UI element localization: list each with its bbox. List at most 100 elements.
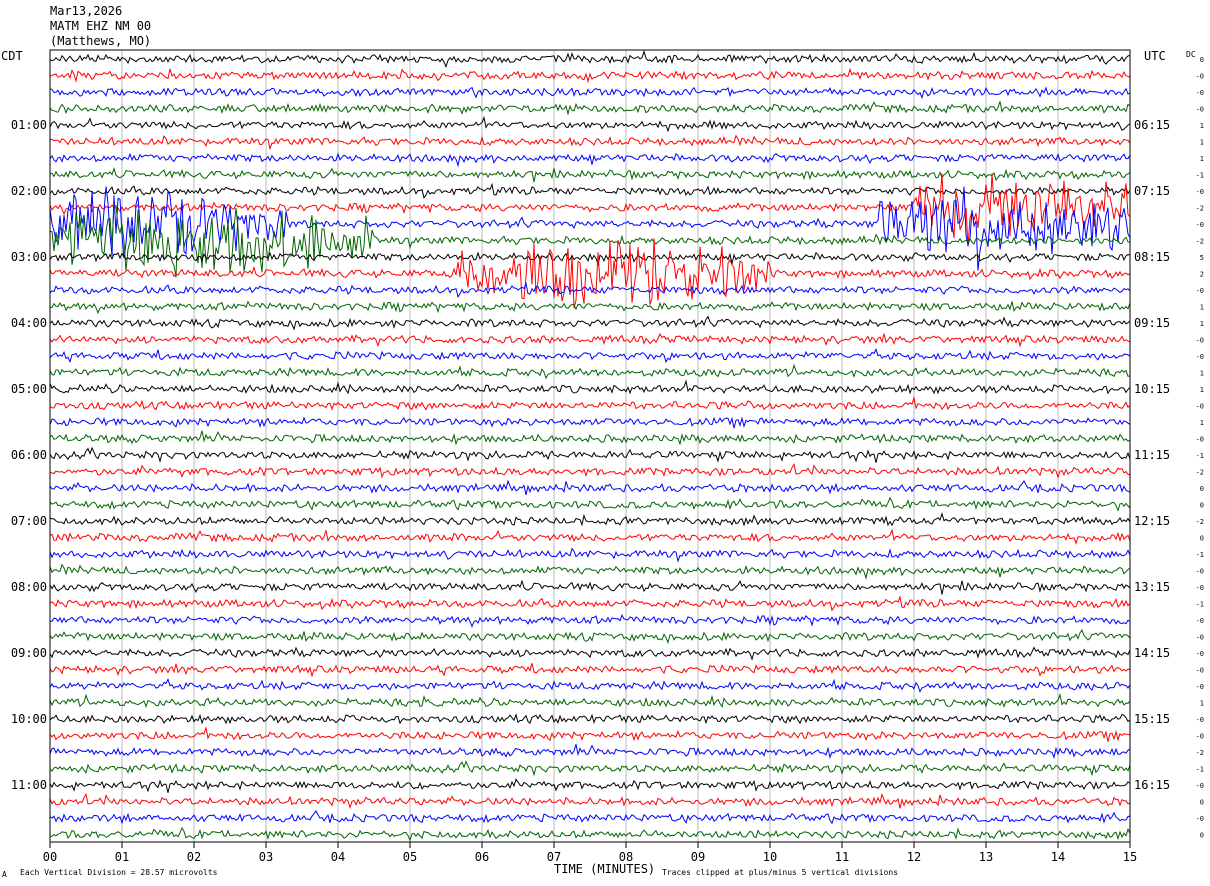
dc-offset-label: 0 (1200, 56, 1204, 64)
seismic-trace (49, 430, 1131, 446)
dc-offset-label: 0 (1200, 535, 1204, 543)
right-timezone-label: UTC (1144, 49, 1166, 63)
dc-offset-label: 1 (1200, 419, 1204, 427)
dc-offset-label: -1 (1196, 551, 1204, 559)
station-location: (Matthews, MO) (50, 34, 152, 48)
x-tick-label: 14 (1051, 850, 1065, 864)
dc-offset-label: 1 (1200, 370, 1204, 378)
seismic-trace (49, 462, 1131, 480)
dc-offset-label: -1 (1196, 452, 1204, 460)
left-hour-label: 10:00 (11, 712, 47, 726)
seismic-trace (49, 281, 1131, 299)
dc-offset-label: 1 (1200, 139, 1204, 147)
seismic-trace (49, 86, 1131, 100)
seismic-trace (49, 778, 1131, 793)
seismic-trace (49, 186, 1131, 271)
seismic-trace (49, 511, 1131, 527)
dc-offset-label: -0 (1196, 221, 1204, 229)
seismic-trace (49, 101, 1131, 116)
left-hour-label: 07:00 (11, 514, 47, 528)
dc-offset-header: DC (1186, 50, 1196, 59)
dc-offset-label: -2 (1196, 469, 1204, 477)
dc-offset-label: -0 (1196, 782, 1204, 790)
seismic-trace (49, 613, 1131, 628)
seismic-trace (49, 182, 1131, 200)
dc-offset-label: -0 (1196, 683, 1204, 691)
seismic-trace (49, 744, 1131, 760)
record-date: Mar13,2026 (50, 4, 123, 18)
dc-offset-label: 0 (1200, 832, 1204, 840)
x-tick-label: 07 (547, 850, 561, 864)
dc-offset-label: 1 (1200, 700, 1204, 708)
dc-offset-label: 1 (1200, 304, 1204, 312)
x-tick-label: 15 (1123, 850, 1137, 864)
dc-offset-label: -0 (1196, 733, 1204, 741)
seismic-trace (49, 595, 1131, 612)
seismic-trace (49, 563, 1131, 580)
left-hour-label: 01:00 (11, 118, 47, 132)
x-tick-label: 05 (403, 850, 417, 864)
x-tick-label: 01 (115, 850, 129, 864)
seismic-trace (49, 115, 1131, 133)
x-tick-label: 04 (331, 850, 345, 864)
dc-offset-label: 1 (1200, 155, 1204, 163)
dc-offset-label: -0 (1196, 634, 1204, 642)
dc-offset-label: 1 (1200, 122, 1204, 130)
seismic-trace (49, 173, 1131, 247)
seismic-trace (49, 238, 1131, 309)
dc-offset-label: -2 (1196, 749, 1204, 757)
dc-offset-label: -0 (1196, 584, 1204, 592)
seismic-trace (49, 579, 1131, 595)
dc-offset-label: -2 (1196, 205, 1204, 213)
dc-offset-label: -1 (1196, 601, 1204, 609)
x-tick-label: 00 (43, 850, 57, 864)
seismic-trace (49, 725, 1131, 742)
seismic-trace (49, 67, 1131, 84)
plot-frame (49, 49, 1131, 843)
x-tick-label: 08 (619, 850, 633, 864)
right-hour-label: 16:15 (1134, 778, 1170, 792)
left-hour-label: 09:00 (11, 646, 47, 660)
dc-offset-label: -2 (1196, 518, 1204, 526)
left-hour-label: 06:00 (11, 448, 47, 462)
dc-offset-label: -0 (1196, 337, 1204, 345)
x-tick-label: 03 (259, 850, 273, 864)
seismic-trace (49, 300, 1131, 315)
right-hour-label: 06:15 (1134, 118, 1170, 132)
dc-offset-label: 0 (1200, 485, 1204, 493)
left-hour-label: 04:00 (11, 316, 47, 330)
x-tick-label: 13 (979, 850, 993, 864)
x-tick-label: 12 (907, 850, 921, 864)
seismic-trace (49, 395, 1131, 411)
right-hour-label: 12:15 (1134, 514, 1170, 528)
seismic-trace (49, 479, 1131, 496)
seismic-trace (49, 760, 1131, 777)
dc-offset-label: -0 (1196, 353, 1204, 361)
x-tick-label: 10 (763, 850, 777, 864)
dc-offset-label: -0 (1196, 89, 1204, 97)
seismic-trace (49, 678, 1131, 693)
clip-footer: Traces clipped at plus/minus 5 vertical … (662, 868, 899, 877)
left-hour-label: 08:00 (11, 580, 47, 594)
station-code: MATM EHZ NM 00 (50, 19, 152, 33)
left-hour-label: 03:00 (11, 250, 47, 264)
seismic-trace (49, 496, 1131, 512)
dc-offset-label: 1 (1200, 386, 1204, 394)
x-tick-label: 06 (475, 850, 489, 864)
x-tick-label: 11 (835, 850, 849, 864)
dc-offset-label: -0 (1196, 815, 1204, 823)
seismic-trace (49, 663, 1131, 678)
right-hour-label: 14:15 (1134, 646, 1170, 660)
left-timezone-label: CDT (1, 49, 23, 63)
seismic-trace (49, 547, 1131, 563)
dc-offset-label: -0 (1196, 403, 1204, 411)
dc-offset-label: -1 (1196, 172, 1204, 180)
seismic-trace (49, 204, 1131, 278)
x-axis-title: TIME (MINUTES) (554, 862, 656, 876)
dc-offset-label: -0 (1196, 188, 1204, 196)
seismic-trace (49, 166, 1131, 183)
right-hour-label: 10:15 (1134, 382, 1170, 396)
seismic-trace (49, 826, 1131, 842)
dc-offset-label: -0 (1196, 287, 1204, 295)
dc-offset-label: -0 (1196, 617, 1204, 625)
